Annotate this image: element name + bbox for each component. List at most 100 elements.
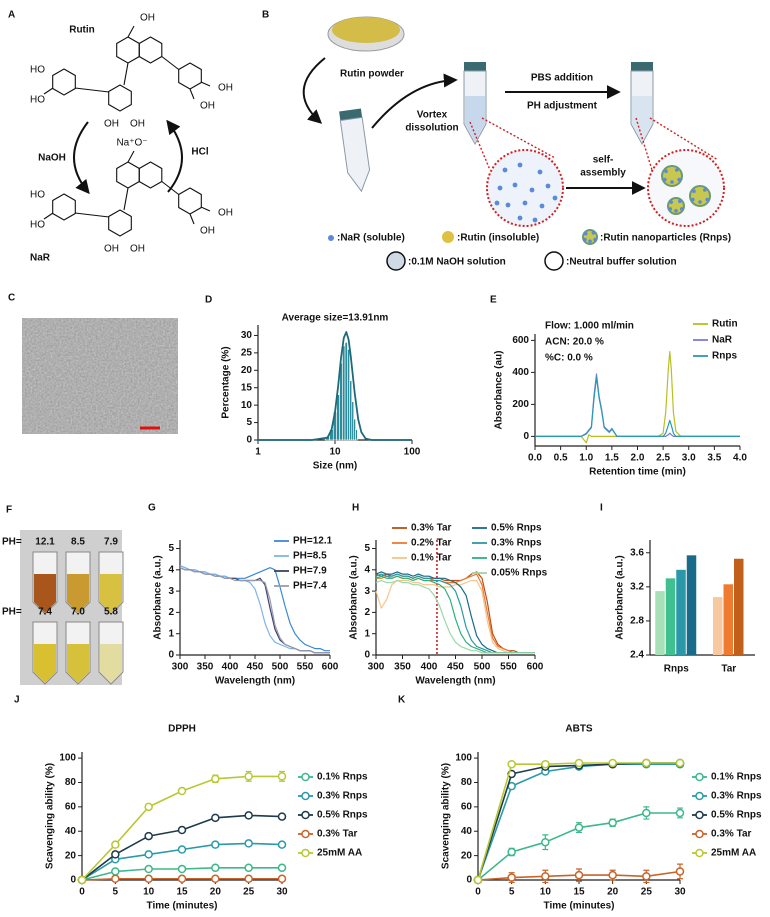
ion-label: Na⁺O⁻ <box>116 138 147 149</box>
panel-letter: A <box>8 10 15 21</box>
y-axis-label: Scavenging ability (%) <box>441 763 452 869</box>
ring <box>138 161 163 189</box>
series-line <box>535 376 740 437</box>
y-tick-label: 30 <box>241 330 253 341</box>
panel-letter: D <box>205 295 212 306</box>
group-label: OH <box>130 244 145 255</box>
legend-label: PH=7.4 <box>293 581 327 592</box>
marker <box>277 874 287 884</box>
y-tick-label: 0 <box>466 875 472 886</box>
x-tick-label: 350 <box>394 662 411 673</box>
legend-label: 0.1% Rnps <box>491 553 542 564</box>
bar <box>655 591 665 655</box>
step-label: assembly <box>580 168 626 179</box>
powder <box>332 17 400 43</box>
ph-value: 12.1 <box>35 537 55 548</box>
molecule-dot <box>584 231 588 236</box>
bond <box>43 87 54 95</box>
molecule-dot <box>537 169 543 175</box>
x-tick-label: 20 <box>210 887 222 898</box>
molecule-dot <box>539 203 545 209</box>
tube-cap <box>339 108 363 121</box>
y-tick-label: 25 <box>241 348 253 359</box>
x-tick-label: 0 <box>475 887 481 898</box>
legend-label: 0.3% Rnps <box>317 791 368 802</box>
molecule-dot <box>545 183 551 189</box>
molecule-dot <box>692 189 696 193</box>
legend-label: 0.3% Tar <box>711 829 751 840</box>
marker <box>675 867 685 876</box>
legend-marker <box>301 772 310 782</box>
marker <box>144 831 153 841</box>
molecule-dot <box>678 199 682 203</box>
marker <box>144 850 153 859</box>
reagent: NaOH <box>38 153 66 164</box>
marker <box>211 840 220 849</box>
x-tick-label: 300 <box>368 662 385 673</box>
legend-label: :Neutral buffer solution <box>566 257 677 268</box>
molecule-dot <box>668 207 673 211</box>
marker <box>177 864 187 874</box>
y-tick-label: 15 <box>241 382 253 393</box>
x-tick-label: 25 <box>641 887 653 898</box>
molecule-dot <box>703 188 707 192</box>
y-tick-label: 0 <box>70 875 76 886</box>
marker <box>642 872 651 881</box>
legend-label: 0.1% Rnps <box>711 772 762 783</box>
y-tick-label: 60 <box>65 801 77 812</box>
y-tick-label: 60 <box>461 801 473 812</box>
x-tick-label: 600 <box>527 662 544 673</box>
legend-marker <box>695 772 704 782</box>
legend-label: 0.5% Rnps <box>491 523 542 534</box>
legend-label: PH=7.9 <box>293 566 327 577</box>
histogram-bar <box>342 345 346 441</box>
series-line <box>179 565 330 652</box>
y-tick-label: 20 <box>241 365 253 376</box>
marker <box>642 808 651 818</box>
arrow <box>302 57 326 124</box>
y-tick-label: 5 <box>168 543 174 554</box>
panel-letter: G <box>148 503 156 514</box>
x-tick-label: 500 <box>272 662 289 673</box>
reagent: HCl <box>191 147 208 158</box>
bar <box>676 569 686 655</box>
x-tick-label: 0.5 <box>554 453 568 464</box>
arrow <box>166 119 183 193</box>
step-label: PH adjustment <box>527 101 598 112</box>
y-tick-label: 5 <box>246 417 252 428</box>
molecule-dot <box>494 200 500 206</box>
y-axis-label: Absorbance (a.u.) <box>615 555 626 639</box>
compound-name: Rutin <box>69 25 95 36</box>
x-tick-label: 400 <box>222 662 239 673</box>
group-label: HO <box>30 190 45 201</box>
panel-letter: I <box>600 503 603 514</box>
vial-liquid <box>100 644 122 683</box>
marker <box>211 774 220 784</box>
vial-liquid <box>67 574 89 613</box>
molecule-dot <box>497 185 503 191</box>
bar <box>734 558 744 655</box>
x-tick-label: 0 <box>79 887 85 898</box>
y-tick-label: 80 <box>461 777 473 788</box>
y-tick-label: 1 <box>364 628 370 639</box>
arrow <box>371 73 458 129</box>
legend-label: 25mM AA <box>317 848 362 859</box>
step-label: self- <box>593 155 614 166</box>
legend-label: 0.1% Rnps <box>317 772 368 783</box>
marker <box>507 759 516 769</box>
molecule-dot <box>588 239 592 243</box>
x-tick-label: 450 <box>447 662 464 673</box>
marker <box>77 875 87 885</box>
marker <box>211 813 220 823</box>
step-label: Vortex <box>417 110 448 121</box>
bar <box>723 584 733 655</box>
legend-key <box>328 235 334 241</box>
ring <box>138 36 163 64</box>
x-tick-label: 600 <box>322 662 339 673</box>
panel-letter: H <box>352 503 359 514</box>
molecule-dot <box>698 200 702 204</box>
x-tick-label: 400 <box>421 662 438 673</box>
marker <box>608 818 617 827</box>
marker <box>642 758 651 768</box>
marker <box>177 825 187 835</box>
